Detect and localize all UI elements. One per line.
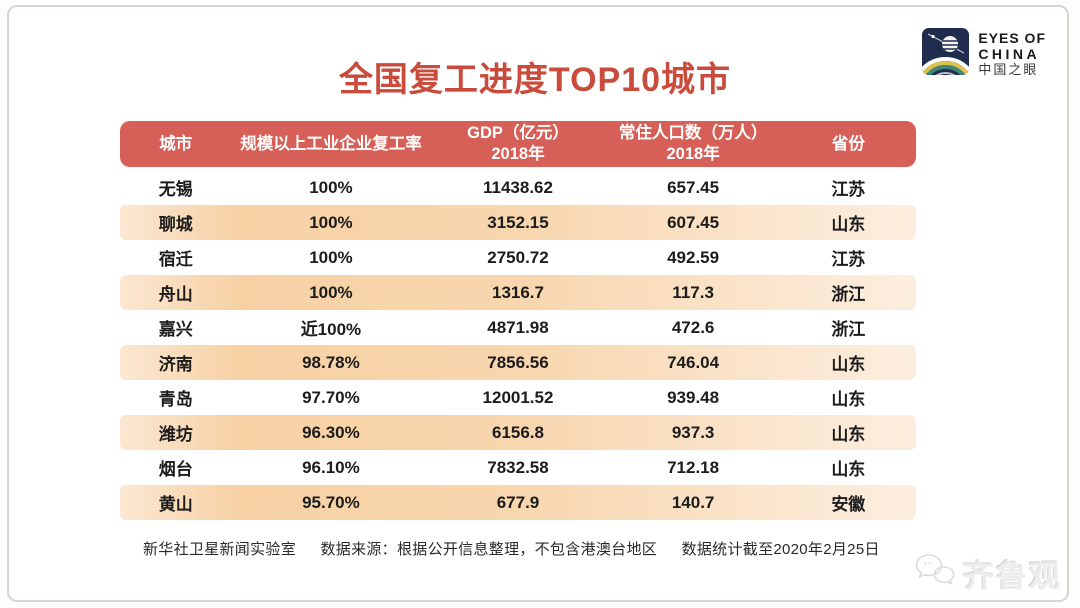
cell-city: 无锡 — [158, 180, 193, 199]
footer-lab: 新华社卫星新闻实验室 — [143, 541, 297, 558]
cell-population: 939.48 — [667, 387, 720, 407]
col-header-province: 省份 — [781, 134, 916, 155]
footer-cutoff: 数据统计截至2020年2月25日 — [681, 541, 880, 558]
cell-province: 江苏 — [831, 180, 866, 199]
cell-population: 117.3 — [672, 282, 714, 302]
cell-population: 746.04 — [667, 352, 720, 372]
col-header-population-sub: 2018年 — [666, 145, 720, 163]
watermark-label: 齐鲁观 — [963, 559, 1062, 594]
cell-gdp: 1316.7 — [491, 282, 544, 302]
watermark: 齐鲁观 — [911, 551, 1062, 596]
col-header-province-label: 省份 — [831, 134, 865, 153]
col-header-city-label: 城市 — [159, 134, 193, 153]
table-row: 舟山 100% 1316.7 117.3 浙江 — [120, 275, 916, 310]
table-row: 济南 98.78% 7856.56 746.04 山东 — [120, 345, 916, 380]
cell-resumption-rate: 100% — [309, 282, 353, 302]
cell-province: 浙江 — [831, 320, 866, 339]
col-header-gdp-sub: 2018年 — [491, 145, 545, 163]
col-header-gdp-label: GDP（亿元） — [467, 124, 569, 143]
cell-city: 聊城 — [158, 215, 193, 234]
table-row: 烟台 96.10% 7832.58 712.18 山东 — [120, 450, 916, 485]
cell-city: 舟山 — [158, 285, 193, 304]
col-header-population: 常住人口数（万人） 2018年 — [606, 123, 781, 164]
cell-resumption-rate: 98.78% — [302, 352, 360, 372]
cell-city: 青岛 — [158, 390, 193, 409]
logo-text-line1: EYES OF — [978, 29, 1046, 46]
table-row: 嘉兴 近100% 4871.98 472.6 浙江 — [120, 310, 916, 345]
cell-gdp: 11438.62 — [483, 177, 553, 197]
table-row: 聊城 100% 3152.15 607.45 山东 — [120, 205, 916, 240]
cell-gdp: 12001.52 — [482, 387, 554, 407]
cell-resumption-rate: 96.30% — [302, 422, 360, 442]
cell-province: 山东 — [831, 425, 866, 444]
cell-resumption-rate: 95.70% — [302, 492, 360, 512]
cell-gdp: 3152.15 — [487, 212, 549, 232]
cell-city: 烟台 — [158, 460, 193, 479]
cell-resumption-rate: 100% — [309, 177, 353, 197]
cell-resumption-rate: 96.10% — [302, 457, 360, 477]
footer-source: 数据来源：根据公开信息整理，不包含港澳台地区 — [320, 541, 658, 558]
table-body: 无锡 100% 11438.62 657.45 江苏 聊城 100% 3152.15 607.4… — [120, 170, 916, 520]
cell-population: 472.6 — [671, 317, 715, 337]
cell-province: 安徽 — [831, 495, 866, 514]
col-header-population-label: 常住人口数（万人） — [618, 124, 768, 143]
cell-province: 山东 — [831, 390, 866, 409]
cell-province: 浙江 — [831, 285, 866, 304]
cell-province: 江苏 — [831, 250, 866, 269]
cell-resumption-rate: 100% — [309, 247, 353, 267]
cell-population: 937.3 — [671, 422, 715, 442]
cell-population: 607.45 — [667, 212, 720, 232]
cell-population: 492.59 — [667, 247, 720, 267]
cell-city: 宿迁 — [158, 250, 193, 269]
eyes-of-china-logo: EYES OF CHINA 中国之眼 — [922, 28, 1046, 80]
cell-city: 潍坊 — [158, 425, 193, 444]
table-row: 青岛 97.70% 12001.52 939.48 山东 — [120, 380, 916, 415]
page-title: 全国复工进度TOP10城市 — [338, 61, 732, 99]
top10-table: 城市 规模以上工业企业复工率 GDP（亿元） 2018年 常住人口数（万人） 2… — [120, 121, 916, 520]
table-row: 黄山 95.70% 677.9 140.7 安徽 — [120, 485, 916, 520]
table-row: 无锡 100% 11438.62 657.45 江苏 — [120, 170, 916, 205]
cell-resumption-rate: 100% — [309, 212, 353, 232]
cell-gdp: 4871.98 — [487, 317, 549, 337]
logo-text-line2: CHINA — [978, 46, 1041, 63]
table-header-row: 城市 规模以上工业企业复工率 GDP（亿元） 2018年 常住人口数（万人） 2… — [120, 121, 916, 167]
cell-resumption-rate: 近100% — [300, 320, 362, 339]
cell-province: 山东 — [831, 355, 866, 374]
col-header-resumption-rate: 规模以上工业企业复工率 — [231, 134, 430, 155]
cell-population: 712.18 — [667, 457, 720, 477]
footer-note: 新华社卫星新闻实验室 数据来源：根据公开信息整理，不包含港澳台地区 数据统计截至… — [143, 538, 880, 559]
cell-gdp: 7856.56 — [487, 352, 549, 372]
cell-gdp: 2750.72 — [487, 247, 549, 267]
table-row: 潍坊 96.30% 6156.8 937.3 山东 — [120, 415, 916, 450]
cell-gdp: 7832.58 — [487, 457, 549, 477]
cell-population: 657.45 — [667, 177, 720, 197]
col-header-gdp: GDP（亿元） 2018年 — [430, 123, 605, 164]
cell-city: 嘉兴 — [158, 320, 193, 339]
table-row: 宿迁 100% 2750.72 492.59 江苏 — [120, 240, 916, 275]
col-header-city: 城市 — [120, 134, 231, 155]
cell-province: 山东 — [831, 215, 866, 234]
cell-province: 山东 — [831, 460, 866, 479]
satellite-earth-logo-icon — [922, 28, 970, 80]
cell-population: 140.7 — [671, 492, 715, 512]
cell-resumption-rate: 97.70% — [302, 387, 360, 407]
cell-gdp: 6156.8 — [491, 422, 544, 442]
cell-city: 黄山 — [158, 495, 193, 514]
logo-text-line3: 中国之眼 — [978, 62, 1039, 78]
cell-city: 济南 — [158, 355, 193, 374]
col-header-resumption-rate-label: 规模以上工业企业复工率 — [240, 134, 422, 153]
wechat-bubbles-icon — [911, 551, 957, 596]
cell-gdp: 677.9 — [496, 492, 540, 512]
logo-wordmark: EYES OF CHINA 中国之眼 — [978, 30, 1046, 78]
